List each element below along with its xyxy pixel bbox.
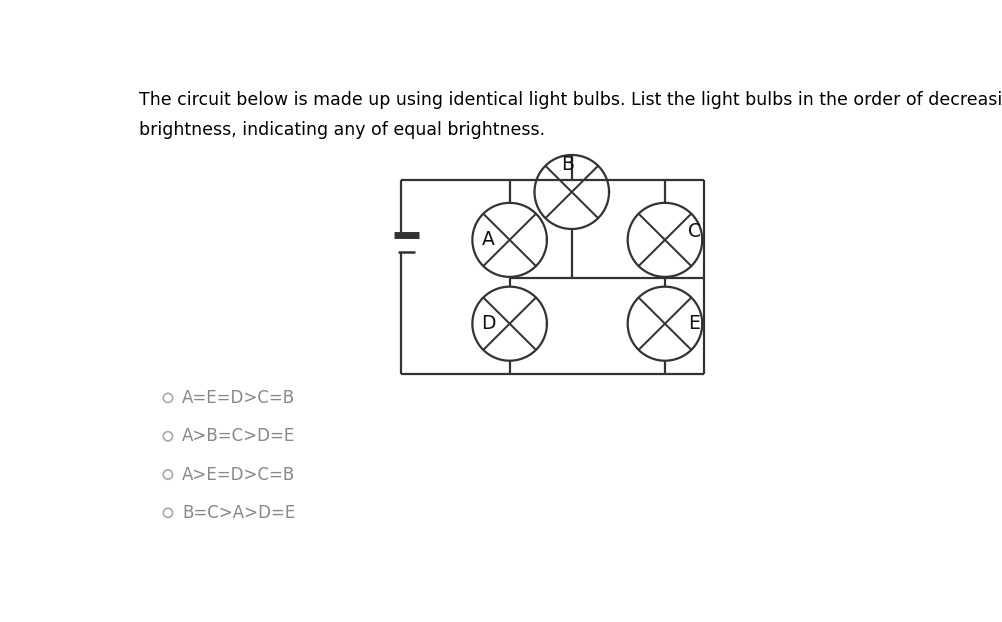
Text: The circuit below is made up using identical light bulbs. List the light bulbs i: The circuit below is made up using ident… <box>139 91 1002 139</box>
Text: A: A <box>482 230 494 249</box>
Text: A>B=C>D=E: A>B=C>D=E <box>182 427 296 445</box>
Text: E: E <box>688 314 700 333</box>
Text: B: B <box>561 155 574 174</box>
Text: B=C>A>D=E: B=C>A>D=E <box>182 504 296 522</box>
Text: D: D <box>481 314 495 333</box>
Text: C: C <box>688 222 701 241</box>
Text: A>E=D>C=B: A>E=D>C=B <box>182 465 296 483</box>
Text: A=E=D>C=B: A=E=D>C=B <box>182 389 295 407</box>
